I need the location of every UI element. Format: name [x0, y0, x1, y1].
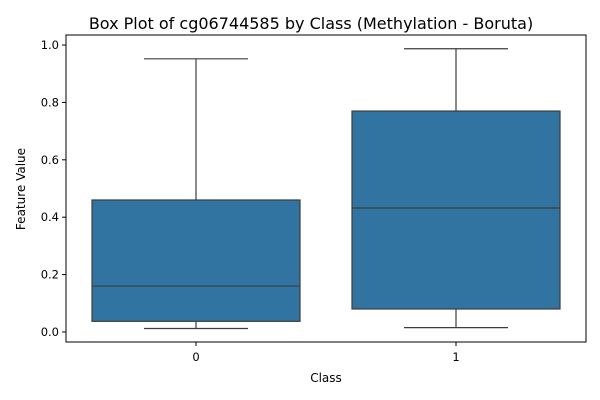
iqr-box: [91, 199, 301, 322]
y-axis-label: Feature Value: [14, 148, 28, 230]
x-axis-label: Class: [310, 371, 342, 385]
box-group-class-1: [351, 48, 561, 329]
y-axis-ticks: 0.0 0.2 0.4 0.6 0.8 1.0: [41, 38, 66, 339]
plot-area: [91, 48, 561, 330]
x-tick-label: 1: [452, 350, 459, 364]
axes-frame: [65, 34, 587, 343]
y-tick-label: 1.0: [41, 38, 59, 52]
y-tick-label: 0.2: [41, 268, 59, 282]
chart-title: Box Plot of cg06744585 by Class (Methyla…: [89, 14, 533, 33]
iqr-box: [351, 110, 561, 310]
x-tick-label: 0: [192, 350, 199, 364]
y-tick-label: 0.4: [41, 210, 59, 224]
y-tick-label: 0.0: [41, 325, 59, 339]
y-tick-label: 0.8: [41, 95, 59, 109]
box-group-class-0: [91, 58, 301, 330]
y-tick-label: 0.6: [41, 153, 59, 167]
